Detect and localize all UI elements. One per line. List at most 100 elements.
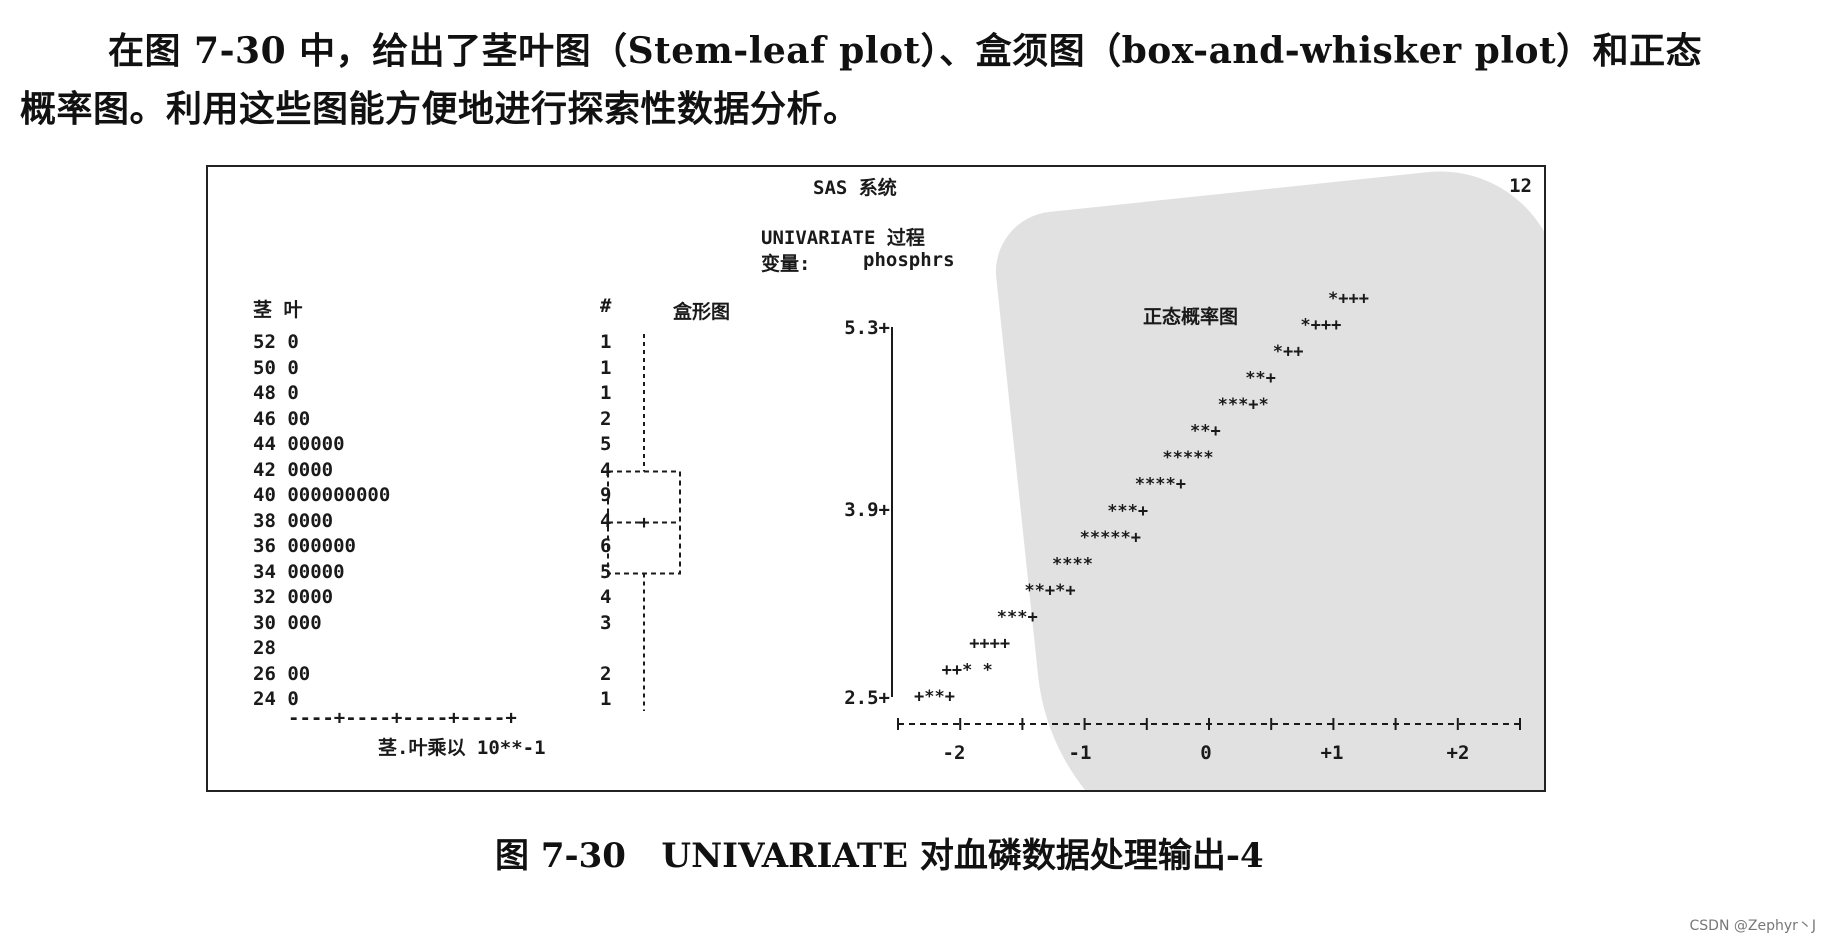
count-header: #	[600, 295, 612, 317]
npp-point-row: *****	[1162, 448, 1213, 468]
leaf-count: 5	[600, 560, 612, 583]
figure-caption: 图 7-30 UNIVARIATE 对血磷数据处理输出-4	[495, 836, 1264, 876]
npp-point-row: **+	[1190, 422, 1221, 442]
npp-point-row: +**+	[914, 687, 955, 707]
leaf-count: 9	[600, 484, 612, 506]
stem-value: 32	[253, 586, 276, 608]
leaf-count: 2	[600, 662, 612, 685]
leaf-count: 6	[600, 535, 612, 557]
intro-line-1: 在图 7-30 中，给出了茎叶图（Stem-leaf plot）、盒须图（box…	[108, 30, 1703, 72]
variable-label: 变量:	[761, 253, 811, 275]
npp-point-row: **+	[1245, 369, 1276, 389]
leaf-values: 000000	[287, 535, 356, 557]
page-number: 12	[1509, 175, 1532, 197]
stem-value: 28	[253, 637, 276, 659]
npp-point-row: **+*+	[1024, 581, 1075, 601]
leaf-values: 00	[287, 662, 311, 685]
npp-point-row: ****+	[1135, 475, 1186, 495]
stem-value: 48	[253, 382, 276, 404]
stem-leaf-rows: 52 0 50 0 48 0 46 00 44 00000 42 0000 40 00000…	[253, 330, 390, 713]
stem-leaf-row: 26 00	[253, 662, 390, 688]
leaf-values: 0	[287, 356, 299, 379]
leaf-count: 2	[600, 407, 612, 430]
stem-leaf-row: 44 00000	[253, 432, 390, 458]
npp-x-tick-label: +2	[1447, 742, 1470, 764]
leaf-count: 1	[600, 382, 612, 404]
leaf-count: 4	[600, 586, 612, 608]
leaf-values: 000000000	[287, 484, 391, 506]
npp-x-tick-label: 0	[1200, 742, 1211, 764]
npp-point-row: ****	[1052, 554, 1093, 574]
leaf-values: 0	[287, 688, 299, 710]
stem-value: 26	[253, 662, 276, 685]
stem-value: 38	[253, 509, 276, 532]
npp-point-row: ***+	[997, 607, 1038, 627]
stem-leaf-row: 32 0000	[253, 585, 390, 611]
stem-value: 30	[253, 611, 276, 634]
stem-leaf-axis: ----+----+----+----+	[288, 707, 517, 729]
mean-marker: +	[639, 513, 650, 534]
npp-y-tick-label: 2.5+	[844, 687, 890, 709]
stem-value: 34	[253, 560, 276, 583]
variable-name: phosphrs	[863, 249, 955, 271]
leaf-values: 0	[287, 382, 299, 404]
stem-leaf-row: 42 0000	[253, 458, 390, 484]
stem-value: 46	[253, 407, 276, 430]
stem-leaf-row: 50 0	[253, 356, 390, 382]
box-and-probability-plots: +5.3+3.9+2.5+-2 -1 0 +1 +2+**+++* *++++***+*…	[607, 289, 1521, 764]
leaf-values: 0000	[287, 586, 334, 608]
leaf-count: 3	[600, 611, 612, 634]
leaf-values: 00	[287, 407, 311, 430]
npp-x-tick-label: -2	[943, 742, 966, 764]
stem-leaf-row: 24 0	[253, 687, 390, 713]
leaf-values: 00000	[287, 433, 345, 455]
stem-leaf-row: 28	[253, 636, 390, 662]
leaf-count: 5	[600, 433, 612, 455]
stem-leaf-row: 36 000000	[253, 534, 390, 560]
leaf-values: 0000	[287, 509, 334, 532]
stem-leaf-multiplier-note: 茎.叶乘以 10**-1	[378, 737, 546, 759]
stem-leaf-row: 52 0	[253, 330, 390, 356]
npp-point-row: *+++	[1328, 289, 1369, 309]
sas-output-figure: SAS 系统 12 UNIVARIATE 过程 变量: phosphrs 茎 叶…	[206, 165, 1546, 792]
leaf-count: 1	[600, 331, 612, 353]
leaf-values: 0000	[287, 458, 334, 481]
npp-y-tick-label: 5.3+	[844, 317, 890, 339]
npp-point-row: *+++	[1300, 316, 1341, 336]
stem-value: 52	[253, 331, 276, 353]
npp-point-row: ++++	[969, 634, 1010, 654]
procedure-title: UNIVARIATE 过程	[761, 227, 925, 249]
stem-leaf-header: 茎 叶	[253, 299, 303, 321]
stem-value: 50	[253, 356, 276, 379]
leaf-values: 000	[287, 611, 322, 634]
leaf-values: 0	[287, 331, 299, 353]
npp-point-row: ++* *	[942, 660, 993, 680]
sas-system-title: SAS 系统	[813, 177, 897, 199]
intro-paragraph: 在图 7-30 中，给出了茎叶图（Stem-leaf plot）、盒须图（box…	[20, 22, 1810, 138]
normal-probability-plot-header: 正态概率图	[1143, 306, 1239, 328]
stem-leaf-row: 30 000	[253, 611, 390, 637]
npp-point-row: ***+	[1107, 501, 1148, 521]
stem-leaf-row: 40 000000000	[253, 483, 390, 509]
stem-leaf-row: 48 0	[253, 381, 390, 407]
stem-value: 44	[253, 433, 276, 455]
stem-leaf-counts: 1 1 1 2 5 4 9 4 6 5 4 3 2 1	[600, 330, 611, 713]
leaf-values: 00000	[287, 560, 345, 583]
leaf-count: 1	[600, 688, 612, 710]
leaf-count: 4	[600, 458, 612, 481]
npp-point-row: *++	[1273, 342, 1304, 362]
npp-x-tick-label: +1	[1321, 742, 1344, 764]
stem-leaf-row: 38 0000	[253, 509, 390, 535]
npp-x-tick-label: -1	[1069, 742, 1092, 764]
stem-value: 24	[253, 688, 276, 710]
npp-point-row: ***+*	[1218, 395, 1269, 415]
box-plot-header: 盒形图	[673, 301, 731, 323]
leaf-count: 4	[600, 509, 612, 532]
intro-line-2: 概率图。利用这些图能方便地进行探索性数据分析。	[20, 88, 860, 130]
leaf-count: 1	[600, 356, 612, 379]
stem-value: 40	[253, 484, 276, 506]
stem-leaf-row: 46 00	[253, 407, 390, 433]
npp-y-tick-label: 3.9+	[844, 499, 890, 521]
stem-value: 36	[253, 535, 276, 557]
stem-leaf-row: 34 00000	[253, 560, 390, 586]
